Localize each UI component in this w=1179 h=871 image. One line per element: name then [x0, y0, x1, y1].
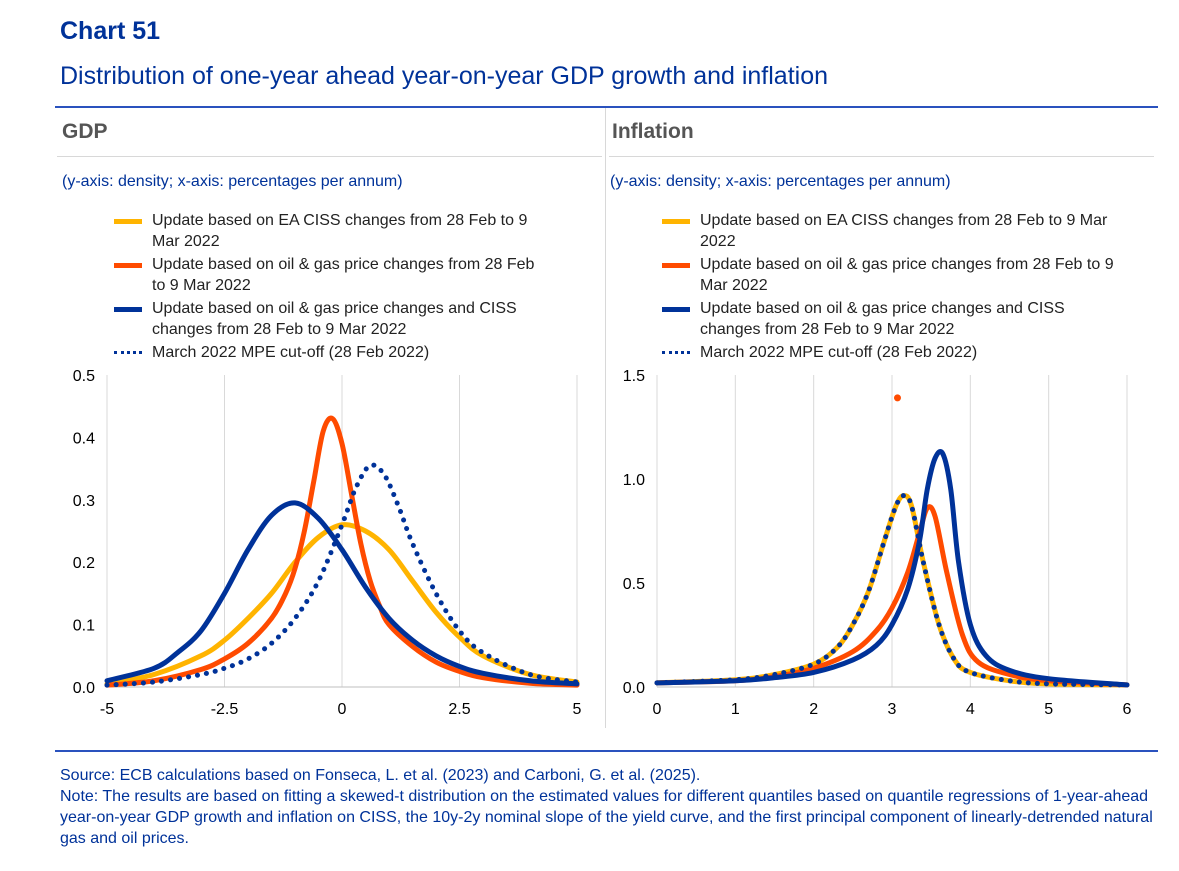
gdp-x-tick-label: -5 [100, 701, 114, 718]
panel-divider [605, 108, 606, 728]
gdp-legend-item-oil-gas: Update based on oil & gas price changes … [112, 254, 552, 296]
gdp-axis-note: (y-axis: density; x-axis: percentages pe… [62, 173, 403, 190]
gdp-header-rule [57, 156, 602, 157]
gdp-x-tick-label: -2.5 [211, 701, 239, 718]
inflation-x-tick-label: 2 [809, 701, 818, 718]
gdp-legend-item-combined: Update based on oil & gas price changes … [112, 298, 552, 340]
inflation-y-tick-label: 0.0 [623, 680, 645, 697]
gdp-y-tick-label: 0.4 [73, 430, 95, 447]
gdp-chart: -5 -2.5 0 2.5 5 0.0 0.1 0.2 0.3 0.4 0.5 [73, 368, 582, 718]
gdp-legend-label-cutoff: March 2022 MPE cut-off (28 Feb 2022) [152, 344, 430, 361]
source-note: Source: ECB calculations based on Fonsec… [60, 767, 701, 784]
inflation-series-combined-line [654, 449, 1130, 688]
methodology-note: Note: The results are based on fitting a… [60, 788, 1153, 847]
inflation-y-tick-label: 1.0 [623, 472, 645, 489]
yellow-line-swatch [662, 219, 690, 224]
chart-number-title: Chart 51 [60, 17, 161, 45]
inflation-axis-note: (y-axis: density; x-axis: percentages pe… [610, 173, 951, 190]
gdp-legend-item-ciss: Update based on EA CISS changes from 28 … [112, 210, 552, 252]
inflation-panel-title: Inflation [612, 120, 694, 143]
inflation-legend-label-oil-gas: Update based on oil & gas price changes … [700, 256, 1114, 294]
gdp-y-tick-label: 0.2 [73, 555, 95, 572]
gdp-y-tick-label: 0.0 [73, 680, 95, 697]
bottom-rule [55, 750, 1158, 752]
gdp-x-tick-label: 5 [573, 701, 582, 718]
inflation-x-tick-label: 0 [653, 701, 662, 718]
inflation-legend-label-ciss: Update based on EA CISS changes from 28 … [700, 212, 1108, 250]
inflation-x-tick-label: 5 [1044, 701, 1053, 718]
inflation-chart: 0 1 2 3 4 5 6 0.0 0.5 1.0 1.5 [623, 368, 1132, 718]
inflation-legend-item-cutoff: March 2022 MPE cut-off (28 Feb 2022) [660, 342, 1120, 363]
gdp-panel-title: GDP [62, 120, 108, 143]
inflation-series-cutoff-line [654, 493, 1130, 688]
inflation-x-tick-label: 4 [966, 701, 975, 718]
gdp-x-tick-label: 0 [338, 701, 347, 718]
inflation-x-tick-label: 1 [731, 701, 740, 718]
inflation-x-tick-label: 3 [888, 701, 897, 718]
gdp-legend-label-combined: Update based on oil & gas price changes … [152, 300, 517, 338]
gdp-y-tick-label: 0.1 [73, 618, 95, 635]
inflation-legend-item-oil-gas: Update based on oil & gas price changes … [660, 254, 1120, 296]
gdp-legend-item-cutoff: March 2022 MPE cut-off (28 Feb 2022) [112, 342, 552, 363]
top-rule [55, 106, 1158, 108]
gdp-series-cutoff-line [104, 462, 580, 688]
gdp-y-tick-label: 0.5 [73, 368, 95, 385]
inflation-legend-item-ciss: Update based on EA CISS changes from 28 … [660, 210, 1120, 252]
yellow-line-swatch [114, 219, 142, 224]
footer: Source: ECB calculations based on Fonsec… [60, 765, 1155, 849]
inflation-y-tick-label: 1.5 [623, 368, 645, 385]
gdp-legend-label-ciss: Update based on EA CISS changes from 28 … [152, 212, 528, 250]
gdp-series-oil-gas-line [104, 415, 580, 688]
navy-line-swatch [662, 307, 690, 312]
dotted-line-swatch [114, 351, 142, 354]
gdp-y-tick-label: 0.3 [73, 493, 95, 510]
inflation-legend-label-combined: Update based on oil & gas price changes … [700, 300, 1065, 338]
orange-line-swatch [662, 263, 690, 268]
inflation-y-tick-label: 0.5 [623, 576, 645, 593]
gdp-legend: Update based on EA CISS changes from 28 … [112, 210, 552, 365]
inflation-legend-item-combined: Update based on oil & gas price changes … [660, 298, 1120, 340]
orange-line-swatch [114, 263, 142, 268]
inflation-header-rule [609, 156, 1154, 157]
inflation-legend: Update based on EA CISS changes from 28 … [660, 210, 1120, 365]
inflation-legend-label-cutoff: March 2022 MPE cut-off (28 Feb 2022) [700, 344, 978, 361]
gdp-legend-label-oil-gas: Update based on oil & gas price changes … [152, 256, 535, 294]
inflation-x-tick-label: 6 [1123, 701, 1132, 718]
dotted-line-swatch [662, 351, 690, 354]
gdp-series-combined-line [104, 500, 580, 687]
inflation-annotation-point [893, 394, 901, 402]
chart-subtitle: Distribution of one-year ahead year-on-y… [60, 62, 829, 90]
navy-line-swatch [114, 307, 142, 312]
gdp-x-tick-label: 2.5 [448, 701, 470, 718]
